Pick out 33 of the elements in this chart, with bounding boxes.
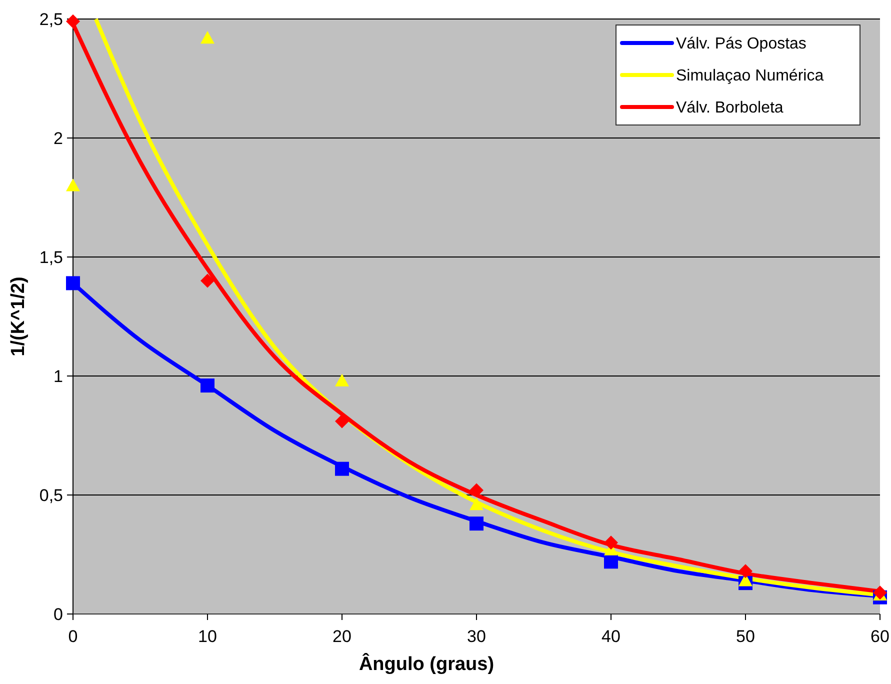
point xyxy=(604,536,618,550)
y-tick-label: 1 xyxy=(54,366,63,386)
x-tick-label: 60 xyxy=(870,627,890,646)
point xyxy=(470,516,484,531)
y-tick-label: 1,5 xyxy=(39,248,63,267)
x-tick-label: 40 xyxy=(602,627,620,646)
y-tick-label: 2,5 xyxy=(39,10,63,29)
point xyxy=(66,178,80,192)
point xyxy=(200,274,214,288)
y-tick-label: 0,5 xyxy=(39,486,63,505)
y-tick-label: 2 xyxy=(54,128,63,148)
point xyxy=(66,14,80,28)
point xyxy=(200,31,214,44)
x-tick-label: 20 xyxy=(332,627,352,646)
y-axis-title: 1/(K^1/2) xyxy=(8,276,29,356)
x-tick-label: 50 xyxy=(736,627,755,646)
x-tick-label: 0 xyxy=(68,627,78,646)
point xyxy=(335,462,349,476)
legend-label: Simulaçao Numérica xyxy=(676,68,824,85)
x-tick-label: 10 xyxy=(198,627,217,646)
point xyxy=(470,498,484,510)
x-tick-label: 30 xyxy=(467,627,486,646)
point xyxy=(335,414,349,428)
point xyxy=(470,483,484,498)
point xyxy=(738,564,752,578)
x-axis-title: Ângulo (graus) xyxy=(358,652,494,675)
legend-label: Válv. Borboleta xyxy=(676,100,784,117)
point xyxy=(66,276,80,290)
point xyxy=(604,554,618,569)
point xyxy=(335,374,349,386)
y-tick-label: 0 xyxy=(54,604,63,624)
legend-label: Válv. Pás Opostas xyxy=(676,36,806,53)
point xyxy=(200,378,214,393)
